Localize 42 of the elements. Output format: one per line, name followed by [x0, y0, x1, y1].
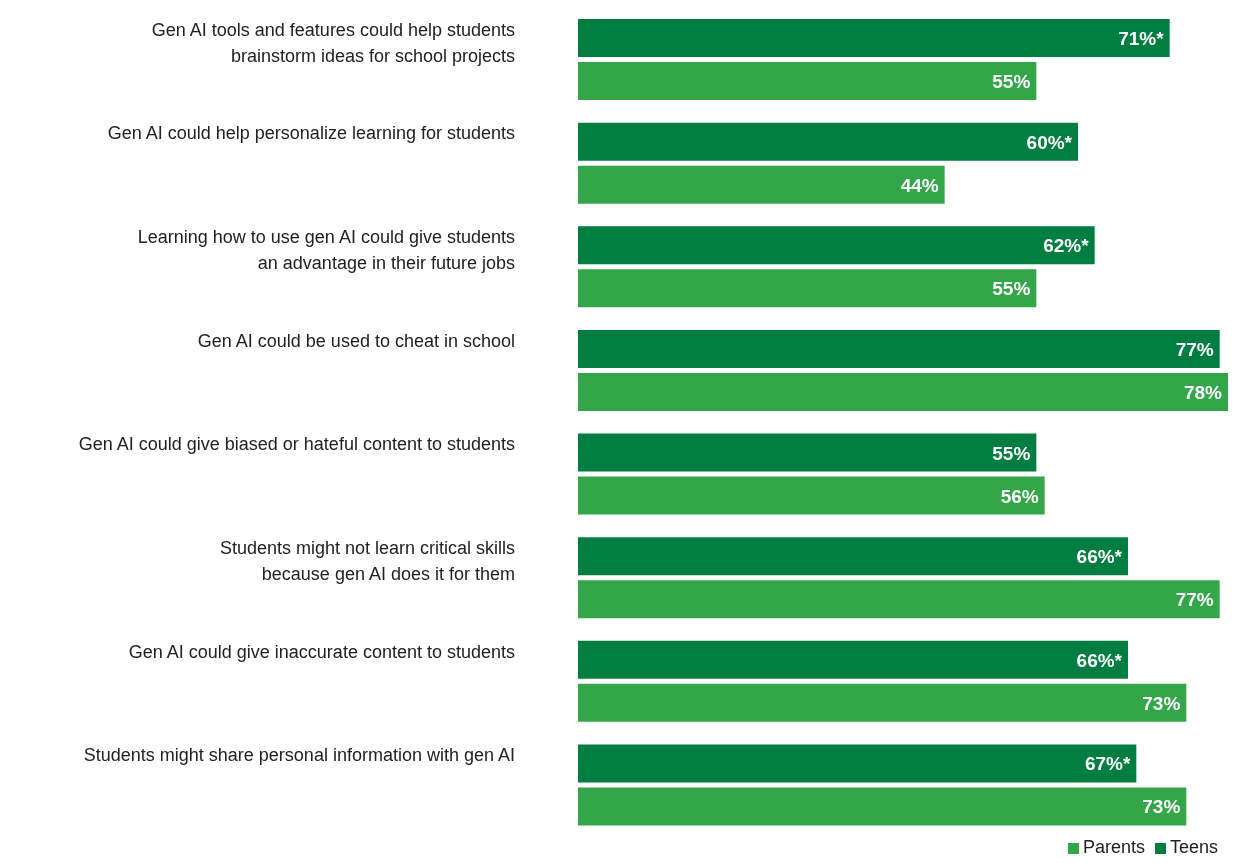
- bar: [578, 580, 1220, 619]
- bar: [578, 537, 1128, 576]
- data-label: 77%: [1175, 589, 1214, 611]
- legend-label: Teens: [1169, 837, 1218, 857]
- y-tick-label: Gen AI could help personalize learning for students: [107, 123, 515, 144]
- bar: [578, 433, 1037, 472]
- bar: [578, 329, 1220, 368]
- bar: [578, 640, 1128, 679]
- y-tick-label: Students might share personal information with gen AI: [83, 745, 515, 766]
- bar: [578, 683, 1187, 722]
- y-tick-label: Gen AI could give biased or hateful content to students: [78, 434, 515, 455]
- y-tick-label: Gen AI could give inaccurate content to students: [128, 641, 515, 662]
- legend-label: Parents: [1082, 837, 1145, 857]
- bar: [578, 372, 1228, 411]
- data-label: 73%: [1142, 796, 1181, 818]
- data-label: 60%*: [1026, 131, 1073, 153]
- bar: [578, 269, 1037, 308]
- data-label: 55%: [992, 278, 1031, 300]
- data-label: 56%: [1000, 485, 1039, 507]
- y-tick-label: Learning how to use gen AI could give students an advantage in their future jobs: [137, 227, 515, 274]
- bar: [578, 476, 1045, 515]
- data-label: 55%: [992, 71, 1031, 92]
- y-tick-label: Gen AI tools and features could help students brainstorm ideas for school projects: [151, 19, 515, 66]
- data-label: 66%*: [1076, 546, 1123, 568]
- bar: [578, 226, 1095, 265]
- data-label: 55%: [992, 442, 1031, 464]
- bar: [578, 744, 1137, 783]
- data-label: 44%: [900, 174, 939, 196]
- data-label: 66%*: [1076, 649, 1123, 671]
- data-label: 62%*: [1043, 235, 1090, 257]
- bar: [578, 165, 945, 204]
- data-label: 78%: [1183, 381, 1223, 403]
- bar: [578, 122, 1078, 161]
- bar: [578, 787, 1187, 826]
- bar: [578, 19, 1170, 57]
- y-tick-label: Gen AI could be used to cheat in school: [197, 330, 515, 351]
- data-label: 77%: [1175, 338, 1214, 360]
- bar: [578, 62, 1037, 100]
- y-tick-label: Students might not learn critical skills because gen AI does it for them: [219, 537, 515, 584]
- data-label: 71%*: [1118, 28, 1165, 49]
- data-label: 73%: [1142, 692, 1181, 714]
- data-label: 67%*: [1084, 753, 1131, 775]
